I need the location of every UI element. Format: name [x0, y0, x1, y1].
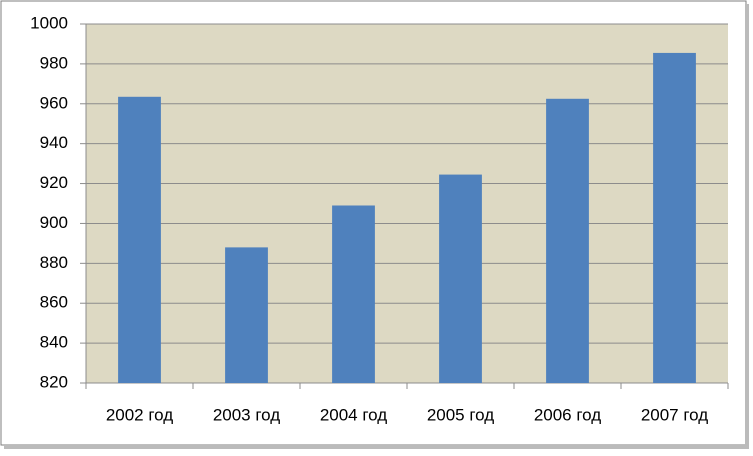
y-tick-label: 820	[40, 372, 68, 391]
y-tick-label: 880	[40, 253, 68, 272]
y-tick-label: 960	[40, 93, 68, 112]
y-tick-label: 1000	[30, 13, 68, 32]
bar	[439, 174, 482, 383]
y-tick-label: 900	[40, 213, 68, 232]
x-tick-label: 2006 год	[534, 405, 601, 424]
y-tick-label: 920	[40, 173, 68, 192]
bar	[332, 205, 375, 383]
x-tick-label: 2003 год	[213, 405, 280, 424]
bar	[546, 98, 589, 384]
x-tick-label: 2002 год	[106, 405, 173, 424]
x-tick-label: 2007 год	[641, 405, 708, 424]
bar	[225, 247, 268, 383]
y-tick-label: 980	[40, 53, 68, 72]
bar	[118, 96, 161, 383]
plot-area	[86, 24, 728, 383]
x-tick-label: 2005 год	[427, 405, 494, 424]
y-tick-label: 860	[40, 293, 68, 312]
bar	[653, 52, 696, 384]
x-tick-label: 2004 год	[320, 405, 387, 424]
y-tick-label: 840	[40, 333, 68, 352]
y-tick-label: 940	[40, 133, 68, 152]
